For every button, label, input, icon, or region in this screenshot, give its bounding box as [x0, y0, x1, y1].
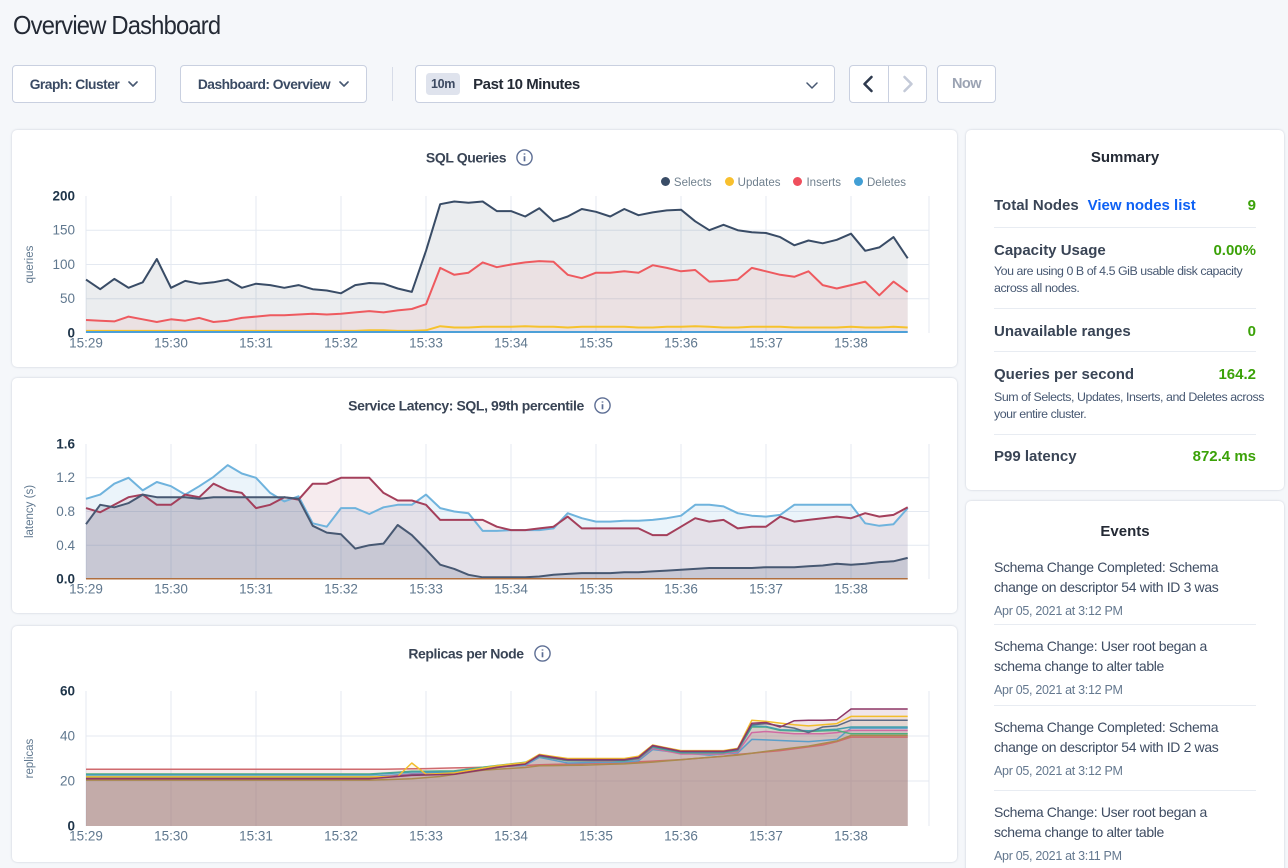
- svg-text:15:36: 15:36: [664, 829, 698, 844]
- svg-text:150: 150: [52, 223, 75, 238]
- svg-text:40: 40: [60, 729, 75, 744]
- svg-text:15:37: 15:37: [749, 829, 783, 844]
- svg-text:15:29: 15:29: [69, 829, 103, 844]
- svg-text:15:30: 15:30: [154, 829, 188, 844]
- svg-text:15:37: 15:37: [749, 582, 783, 597]
- svg-text:1.2: 1.2: [56, 470, 75, 485]
- svg-text:15:32: 15:32: [324, 336, 358, 351]
- svg-text:15:33: 15:33: [409, 829, 443, 844]
- svg-text:60: 60: [60, 684, 75, 699]
- svg-text:0.8: 0.8: [56, 504, 75, 519]
- svg-text:0: 0: [67, 326, 75, 341]
- svg-text:1.6: 1.6: [56, 437, 75, 452]
- svg-text:15:35: 15:35: [579, 829, 613, 844]
- svg-text:15:37: 15:37: [749, 336, 783, 351]
- svg-text:15:29: 15:29: [69, 336, 103, 351]
- svg-text:latency (s): latency (s): [24, 485, 36, 538]
- svg-text:20: 20: [60, 774, 75, 789]
- svg-text:15:34: 15:34: [494, 582, 528, 597]
- svg-text:100: 100: [52, 257, 75, 272]
- svg-text:15:33: 15:33: [409, 582, 443, 597]
- svg-text:15:35: 15:35: [579, 582, 613, 597]
- svg-text:15:31: 15:31: [239, 336, 273, 351]
- svg-text:0: 0: [67, 819, 75, 834]
- svg-text:15:32: 15:32: [324, 582, 358, 597]
- svg-text:15:34: 15:34: [494, 336, 528, 351]
- svg-text:15:38: 15:38: [834, 582, 868, 597]
- svg-text:15:33: 15:33: [409, 336, 443, 351]
- svg-text:15:36: 15:36: [664, 582, 698, 597]
- svg-text:15:38: 15:38: [834, 336, 868, 351]
- svg-text:15:29: 15:29: [69, 582, 103, 597]
- svg-text:0.0: 0.0: [56, 572, 75, 587]
- svg-text:0.4: 0.4: [56, 538, 75, 553]
- svg-text:queries: queries: [24, 245, 36, 283]
- svg-text:15:31: 15:31: [239, 829, 273, 844]
- svg-text:15:36: 15:36: [664, 336, 698, 351]
- svg-text:200: 200: [52, 189, 75, 204]
- svg-text:15:32: 15:32: [324, 829, 358, 844]
- svg-text:15:31: 15:31: [239, 582, 273, 597]
- svg-text:15:30: 15:30: [154, 336, 188, 351]
- svg-text:15:30: 15:30: [154, 582, 188, 597]
- svg-text:15:35: 15:35: [579, 336, 613, 351]
- svg-text:15:38: 15:38: [834, 829, 868, 844]
- svg-text:50: 50: [60, 291, 75, 306]
- svg-text:replicas: replicas: [24, 738, 36, 778]
- svg-text:15:34: 15:34: [494, 829, 528, 844]
